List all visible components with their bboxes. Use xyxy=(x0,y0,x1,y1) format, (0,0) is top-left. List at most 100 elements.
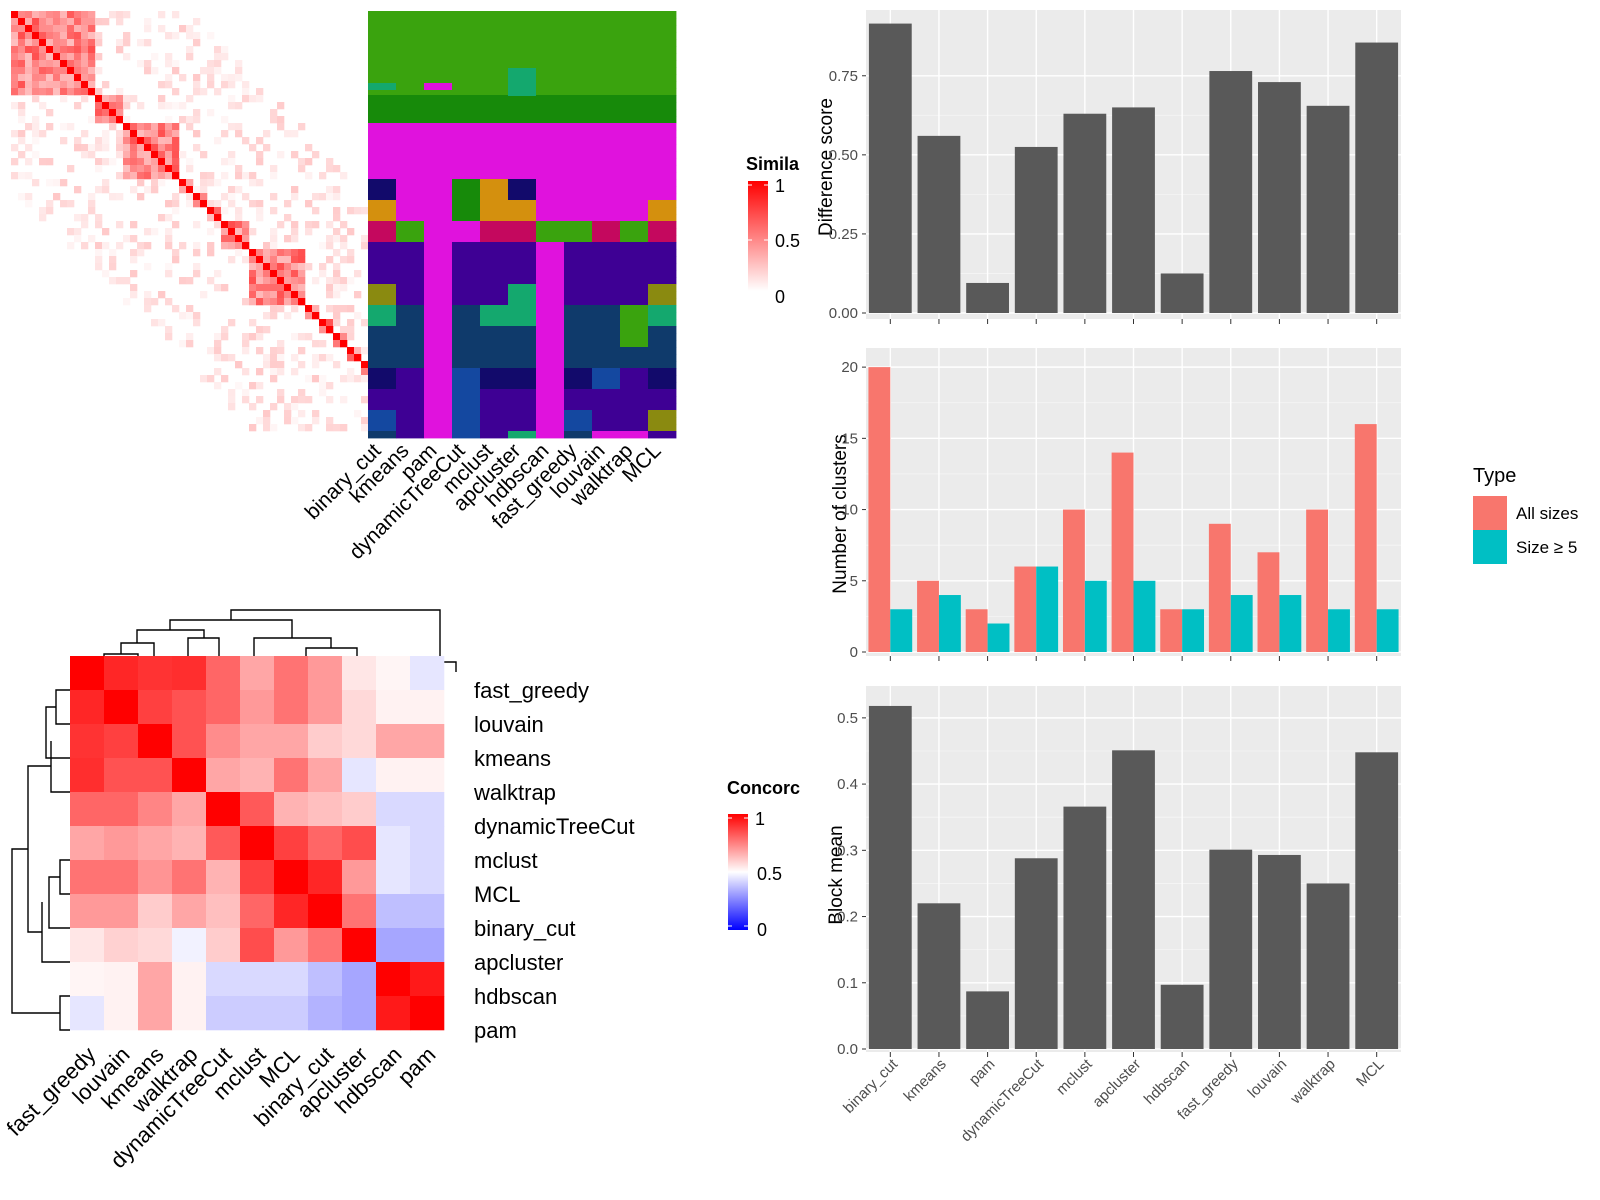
bar xyxy=(1306,105,1350,314)
similarity-cell xyxy=(347,256,355,264)
membership-cell xyxy=(480,403,509,411)
similarity-cell xyxy=(179,242,187,250)
membership-cell xyxy=(396,207,425,215)
x-tick-label: walktrap xyxy=(1287,1056,1339,1108)
membership-cell xyxy=(424,25,453,33)
membership-cell xyxy=(564,207,593,215)
x-tick-label: pam xyxy=(966,1056,999,1089)
similarity-cell xyxy=(25,67,33,75)
similarity-cell xyxy=(319,242,327,250)
similarity-cell xyxy=(95,39,103,47)
bar-size5 xyxy=(1230,595,1253,652)
similarity-cell xyxy=(221,284,229,292)
membership-cell xyxy=(480,207,509,215)
bar xyxy=(1355,42,1399,313)
similarity-cell xyxy=(88,11,96,19)
similarity-cell xyxy=(88,67,96,75)
similarity-cell xyxy=(277,270,285,278)
similarity-cell xyxy=(270,249,278,257)
similarity-cell xyxy=(109,249,117,257)
bar xyxy=(1112,750,1155,1049)
similarity-cell xyxy=(249,179,257,187)
concordance-heatmap: fast_greedy louvain kmeans walktrap dyna… xyxy=(2,609,800,1173)
membership-cell xyxy=(452,270,481,278)
membership-cell xyxy=(396,25,425,33)
membership-cell xyxy=(396,193,425,201)
similarity-cell xyxy=(228,74,236,82)
membership-cell xyxy=(396,151,425,159)
membership-cell xyxy=(620,228,649,236)
membership-cell xyxy=(396,424,425,432)
bar xyxy=(1258,82,1301,313)
membership-cell xyxy=(368,214,397,222)
bar-size5 xyxy=(1279,595,1302,652)
similarity-cell xyxy=(333,277,341,285)
similarity-cell xyxy=(158,158,166,166)
similarity-cell xyxy=(46,88,54,96)
membership-cell xyxy=(648,263,677,271)
similarity-cell xyxy=(256,347,264,355)
membership-cell xyxy=(396,172,425,180)
membership-cell xyxy=(592,431,621,439)
membership-cell xyxy=(592,235,621,243)
similarity-cell xyxy=(60,25,68,33)
similarity-cell xyxy=(200,179,208,187)
membership-cell xyxy=(424,186,453,194)
similarity-cell xyxy=(151,123,159,131)
similarity-cell xyxy=(11,18,19,26)
similarity-cell xyxy=(32,179,40,187)
similarity-cell xyxy=(333,424,341,432)
similarity-cell xyxy=(312,277,320,285)
similarity-cell xyxy=(151,319,159,327)
similarity-cell xyxy=(270,403,278,411)
membership-cell xyxy=(564,200,593,208)
similarity-cell xyxy=(270,368,278,376)
similarity-cell xyxy=(81,67,89,75)
membership-cell xyxy=(424,417,453,425)
concordance-cell xyxy=(410,962,445,997)
similarity-cell xyxy=(333,263,341,271)
similarity-cell xyxy=(60,123,68,131)
membership-cell xyxy=(620,312,649,320)
membership-cell xyxy=(536,375,565,383)
membership-cell xyxy=(480,95,509,103)
similarity-cell xyxy=(151,137,159,145)
similarity-cell xyxy=(291,333,299,341)
similarity-cell xyxy=(88,46,96,54)
similarity-cell xyxy=(291,263,299,271)
membership-cell xyxy=(648,361,677,369)
similarity-cell xyxy=(137,39,145,47)
similarity-cell xyxy=(123,158,131,166)
similarity-cell xyxy=(263,326,271,334)
membership-cell xyxy=(452,431,481,439)
similarity-cell xyxy=(39,46,47,54)
similarity-cell xyxy=(221,375,229,383)
similarity-cell xyxy=(53,32,61,40)
similarity-cell xyxy=(144,242,152,250)
membership-cell xyxy=(592,25,621,33)
similarity-cell xyxy=(60,32,68,40)
similarity-cell xyxy=(242,235,250,243)
concordance-cell xyxy=(308,826,343,861)
similarity-cell xyxy=(32,53,40,61)
similarity-cell xyxy=(123,165,131,173)
similarity-cell xyxy=(291,235,299,243)
membership-cell xyxy=(368,32,397,40)
similarity-cell xyxy=(263,256,271,264)
membership-cell xyxy=(396,242,425,250)
similarity-cell xyxy=(263,424,271,432)
similarity-cell xyxy=(165,270,173,278)
concordance-cell xyxy=(308,894,343,929)
similarity-cell xyxy=(130,123,138,131)
similarity-cell xyxy=(186,46,194,54)
similarity-cell xyxy=(312,193,320,201)
similarity-cell xyxy=(242,368,250,376)
membership-cell xyxy=(620,221,649,229)
similarity-cell xyxy=(172,60,180,68)
membership-cell xyxy=(592,242,621,250)
similarity-cell xyxy=(116,102,124,110)
similarity-cell xyxy=(256,95,264,103)
membership-cell xyxy=(536,305,565,313)
similarity-cell xyxy=(312,375,320,383)
similarity-cell xyxy=(361,417,369,425)
